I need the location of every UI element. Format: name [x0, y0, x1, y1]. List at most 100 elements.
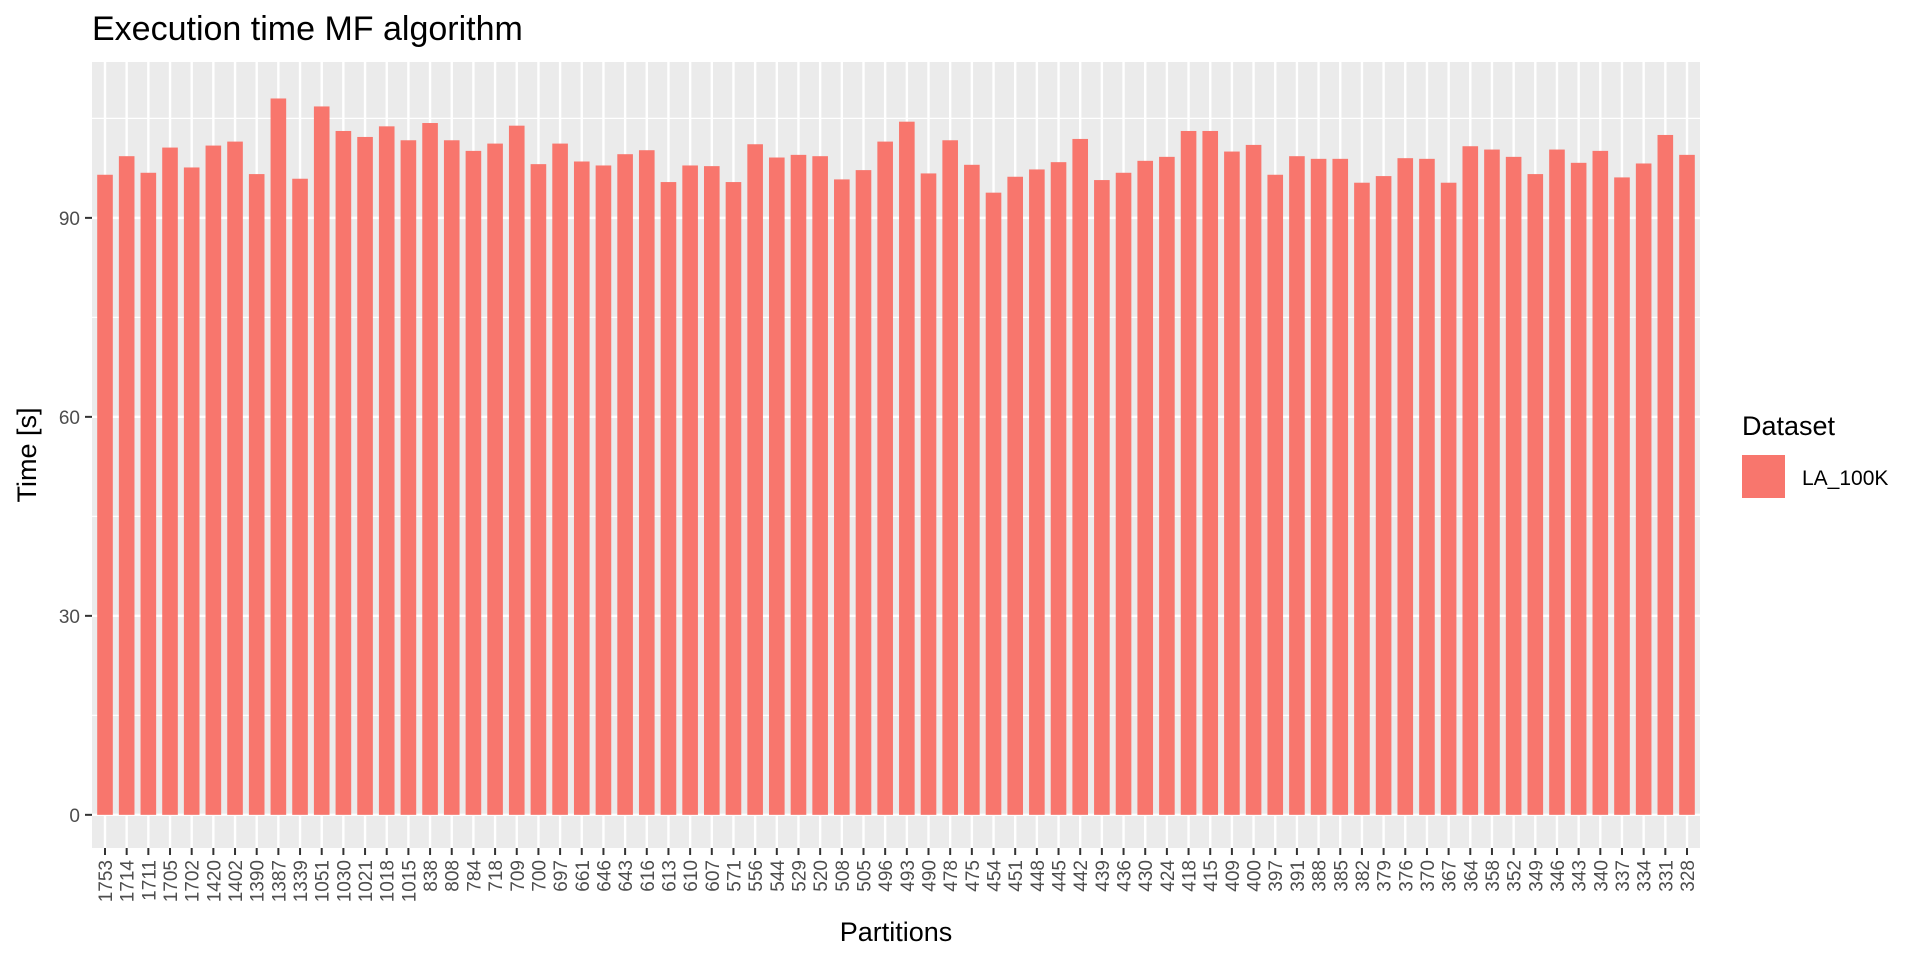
- bar: [1267, 174, 1284, 815]
- x-tick-label: 496: [876, 860, 897, 892]
- bar: [1549, 149, 1565, 815]
- x-tick-label: 700: [529, 860, 550, 892]
- bar: [790, 154, 807, 815]
- bar: [248, 174, 265, 815]
- bar: [660, 182, 677, 815]
- plot-panel: [92, 62, 1700, 848]
- bar: [1679, 154, 1695, 815]
- x-tick-label: 385: [1331, 860, 1352, 892]
- x-tick-label: 337: [1613, 860, 1634, 892]
- bar: [183, 167, 200, 815]
- x-tick-label: 439: [1093, 860, 1114, 892]
- x-tick-label: 1702: [183, 860, 204, 902]
- bar: [422, 123, 438, 815]
- x-tick-label: 610: [681, 860, 702, 892]
- x-tick-label: 616: [638, 860, 659, 892]
- x-tick-label: 376: [1396, 860, 1417, 892]
- bar: [1375, 176, 1392, 815]
- x-tick-label: 397: [1266, 860, 1287, 892]
- bar: [1029, 169, 1045, 815]
- x-tick-label: 346: [1548, 860, 1569, 892]
- bar: [1245, 144, 1262, 815]
- legend: Dataset LA_100K: [1742, 411, 1888, 498]
- x-tick-label: 646: [594, 860, 615, 892]
- x-tick-label: 352: [1505, 860, 1526, 892]
- bar: [1180, 130, 1197, 815]
- bar: [682, 165, 698, 815]
- bar: [357, 136, 373, 815]
- x-tick-label: 529: [789, 860, 810, 892]
- bar: [227, 141, 243, 815]
- legend-title: Dataset: [1742, 411, 1836, 441]
- bar: [1397, 158, 1414, 815]
- x-tick-label: 1021: [356, 860, 377, 902]
- bar: [812, 156, 828, 815]
- x-tick-label: 454: [985, 860, 1006, 892]
- bar: [1657, 134, 1674, 815]
- x-tick-label: 442: [1071, 860, 1092, 892]
- x-tick-label: 424: [1158, 860, 1179, 892]
- x-axis: 1753 1714 1711 1705 1702 1420 1402 1390 1387 1339…: [96, 848, 1699, 902]
- bar: [162, 147, 178, 815]
- x-tick-label: 328: [1678, 860, 1699, 892]
- x-axis-title: Partitions: [840, 917, 953, 947]
- x-tick-label: 697: [551, 860, 572, 892]
- bar: [595, 165, 612, 815]
- bar: [465, 150, 482, 815]
- x-tick-label: 358: [1483, 860, 1504, 892]
- bar: [920, 173, 937, 815]
- chart-title: Execution time MF algorithm: [92, 10, 523, 48]
- x-tick-label: 1390: [248, 860, 269, 902]
- x-tick-label: 445: [1050, 860, 1071, 892]
- bar: [985, 192, 1002, 815]
- x-tick-label: 613: [659, 860, 680, 892]
- bar: [443, 140, 460, 815]
- bar: [1332, 158, 1349, 815]
- bar: [1440, 182, 1457, 815]
- bar: [1159, 156, 1175, 815]
- bar: [769, 157, 785, 815]
- bar: [1635, 163, 1652, 815]
- x-tick-label: 448: [1028, 860, 1049, 892]
- bar: [140, 172, 157, 815]
- y-axis-title: Time [s]: [12, 407, 42, 502]
- x-tick-label: 544: [768, 860, 789, 892]
- bar: [1072, 138, 1089, 815]
- bar: [1007, 176, 1023, 815]
- x-tick-label: 370: [1418, 860, 1439, 892]
- x-tick-label: 1339: [291, 860, 312, 902]
- bar: [530, 164, 547, 815]
- x-tick-label: 364: [1461, 860, 1482, 892]
- x-tick-label: 493: [898, 860, 919, 892]
- bar: [747, 144, 763, 815]
- bar: [270, 98, 287, 815]
- bar: [725, 182, 742, 815]
- x-tick-label: 1402: [226, 860, 247, 902]
- x-tick-label: 556: [746, 860, 767, 892]
- x-tick-label: 379: [1375, 860, 1396, 892]
- bar: [205, 145, 222, 815]
- bar: [97, 174, 113, 815]
- x-tick-label: 709: [508, 860, 529, 892]
- y-tick-label: 30: [59, 607, 80, 628]
- bar: [1289, 156, 1305, 815]
- x-tick-label: 388: [1310, 860, 1331, 892]
- bar: [703, 166, 720, 815]
- x-tick-label: 382: [1353, 860, 1374, 892]
- bar: [335, 130, 352, 815]
- x-tick-label: 1387: [269, 860, 290, 902]
- bar: [1592, 150, 1609, 815]
- x-tick-label: 661: [573, 860, 594, 892]
- x-tick-label: 331: [1656, 860, 1677, 892]
- bar: [1094, 180, 1110, 815]
- y-tick-label: 60: [59, 408, 80, 429]
- bar: [1614, 177, 1630, 815]
- bar: [1419, 158, 1435, 815]
- bar: [508, 125, 525, 815]
- x-tick-label: 643: [616, 860, 637, 892]
- bar: [313, 106, 330, 815]
- x-tick-label: 349: [1526, 860, 1547, 892]
- x-tick-label: 418: [1180, 860, 1201, 892]
- bar: [855, 170, 872, 815]
- bar: [1115, 172, 1132, 815]
